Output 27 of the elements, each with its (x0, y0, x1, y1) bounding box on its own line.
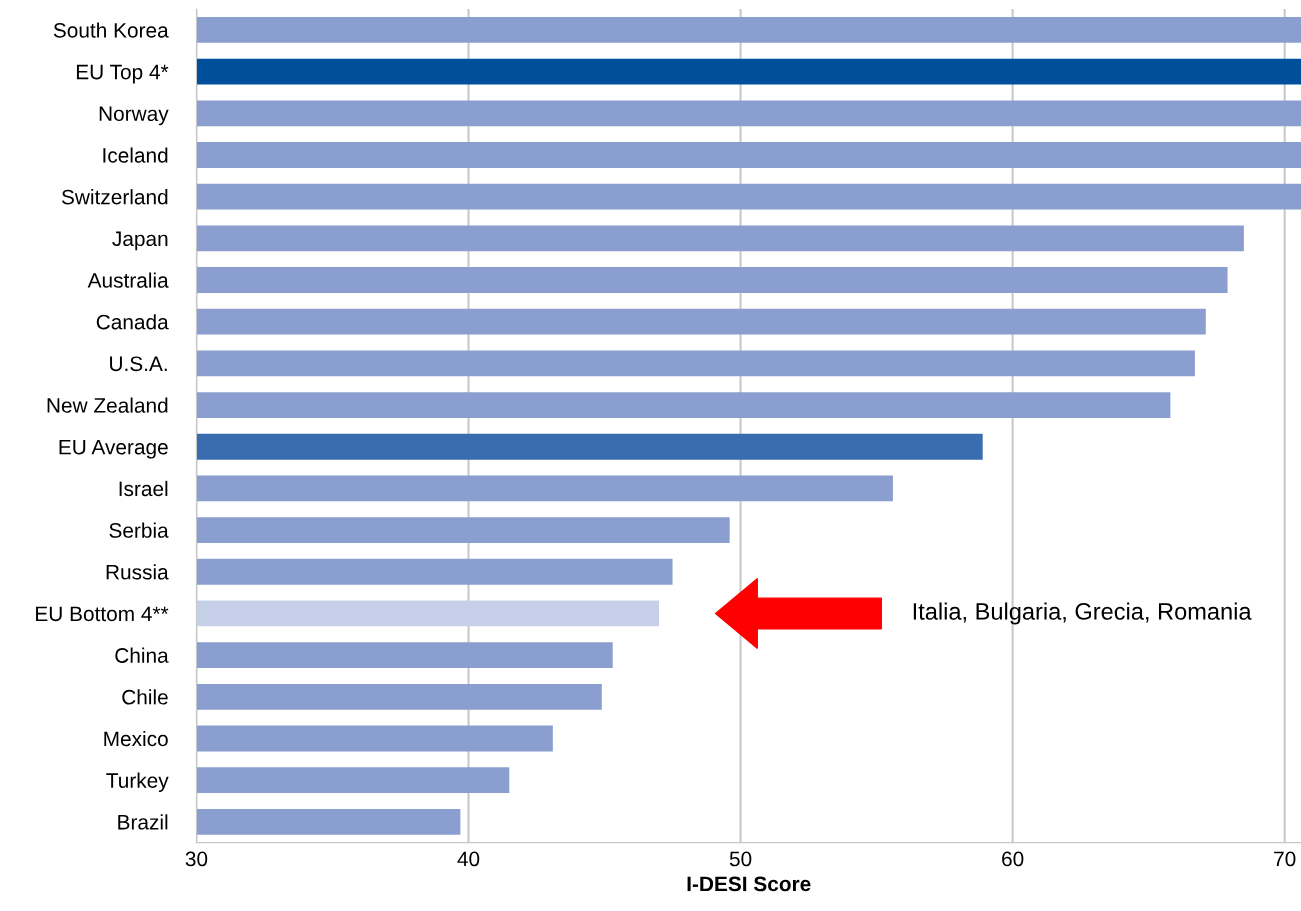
y-tick-label: EU Average (59, 439, 168, 459)
y-tick-label: Canada (96, 314, 169, 330)
y-tick-label: EU Bottom 4** (36, 606, 169, 622)
annotation: Italia, Bulgaria, Grecia, Romania (913, 602, 1252, 625)
y-tick-label: Mexico (104, 730, 168, 747)
y-tick-label: Japan (112, 231, 168, 251)
x-tick-label: 50 (729, 851, 752, 867)
y-tick-label: Norway (99, 106, 169, 126)
x-axis-title: I-DESI Score (687, 876, 811, 892)
y-tick-label: Israel (119, 480, 168, 497)
y-tick-label: Brazil (118, 814, 168, 830)
y-tick-label: EU Top 4* (76, 64, 169, 84)
y-tick-label: U.S.A. (110, 356, 167, 372)
y-tick-label: New Zealand (47, 397, 168, 413)
x-tick-label: 70 (1274, 851, 1296, 867)
y-tick-label: Switzerland (61, 189, 168, 205)
y-tick-label: South Korea (53, 22, 169, 38)
x-tick-label: 60 (1002, 851, 1024, 867)
y-tick-label: Turkey (106, 772, 169, 793)
y-tick-label: Russia (106, 564, 169, 580)
y-tick-label: Chile (122, 689, 168, 705)
y-tick-label: Iceland (103, 147, 168, 163)
y-tick-label: China (115, 647, 169, 663)
x-tick-label: 40 (457, 851, 480, 867)
y-tick-label: Australia (87, 272, 169, 288)
x-tick-label: 30 (185, 851, 208, 867)
y-tick-label: Serbia (109, 522, 169, 538)
